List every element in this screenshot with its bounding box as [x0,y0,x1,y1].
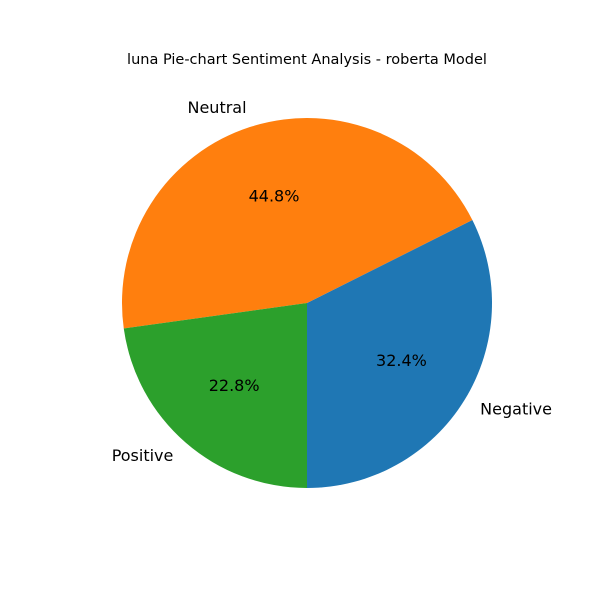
pie-labels: Negative 32.4% Neutral 44.8% Positive 22.8% [112,98,552,465]
pie-slice-positive [123,303,307,488]
pie-slice-negative [307,220,492,489]
pie-slices [121,117,492,489]
slice-percent-positive: 22.8% [209,376,260,395]
slice-percent-negative: 32.4% [376,351,427,370]
chart-title: luna Pie-chart Sentiment Analysis - robe… [127,52,487,68]
slice-label-negative: Negative [480,399,552,418]
slice-label-positive: Positive [112,446,174,465]
pie-slice-neutral [121,117,473,329]
slice-label-neutral: Neutral [187,98,246,117]
slice-percent-neutral: 44.8% [249,187,300,206]
